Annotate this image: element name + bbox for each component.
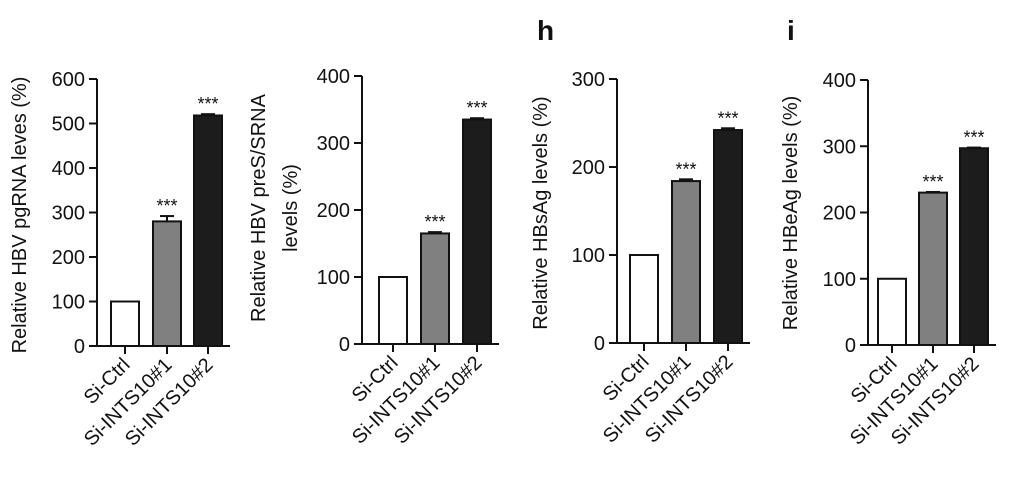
y-tick-label: 200 [317,200,350,222]
y-tick-label: 500 [52,114,85,136]
y-axis-label: Relative HBV preS/SRNA [248,93,270,322]
y-tick-label: 100 [572,245,605,267]
y-tick-label: 200 [52,247,85,269]
error-bar [201,113,215,116]
bar [877,277,907,346]
y-tick-label: 300 [823,136,856,158]
y-tick-label: 400 [52,158,85,180]
bar [959,147,989,346]
y-tick-label: 300 [572,69,605,91]
error-bar [160,215,174,222]
y-axis-label: levels (%) [280,164,302,252]
panel-label: i [787,15,795,46]
significance: *** [466,98,487,118]
y-tick-label: 300 [317,133,350,155]
bar [918,191,948,346]
y-axis-label: Relative HBsAg levels (%) [530,96,552,329]
y-axis-label: Relative HBV pgRNA leves (%) [9,77,31,354]
y-tick-label: 400 [317,66,350,88]
bar [420,232,450,345]
panel-label: h [537,15,554,46]
y-tick-label: 200 [823,203,856,225]
bar [378,276,408,345]
error-bar [679,178,693,182]
significance: *** [922,172,943,192]
bar [152,220,182,347]
significance: *** [717,108,738,128]
significance: *** [156,196,177,216]
y-tick-label: 600 [52,69,85,91]
y-tick-label: 0 [74,336,85,358]
bar [713,129,743,344]
y-axis-label: Relative HBeAg levels (%) [780,96,802,331]
significance: *** [424,212,445,232]
error-bar [926,190,940,193]
significance: *** [197,94,218,114]
significance: *** [963,128,984,148]
significance: *** [675,159,696,179]
error-bar [967,146,981,149]
bar [671,180,701,344]
y-tick-label: 200 [572,157,605,179]
y-tick-label: 300 [52,203,85,225]
bar [629,254,659,344]
y-tick-label: 100 [317,267,350,289]
bar [193,114,223,347]
bar [462,118,492,345]
error-bar [721,127,735,131]
y-tick-label: 0 [339,334,350,356]
y-tick-label: 0 [845,335,856,357]
error-bar [428,231,442,234]
y-tick-label: 0 [594,333,605,355]
bar [110,300,140,347]
y-tick-label: 100 [823,269,856,291]
y-tick-label: 100 [52,292,85,314]
error-bar [470,117,484,120]
y-tick-label: 400 [823,70,856,92]
